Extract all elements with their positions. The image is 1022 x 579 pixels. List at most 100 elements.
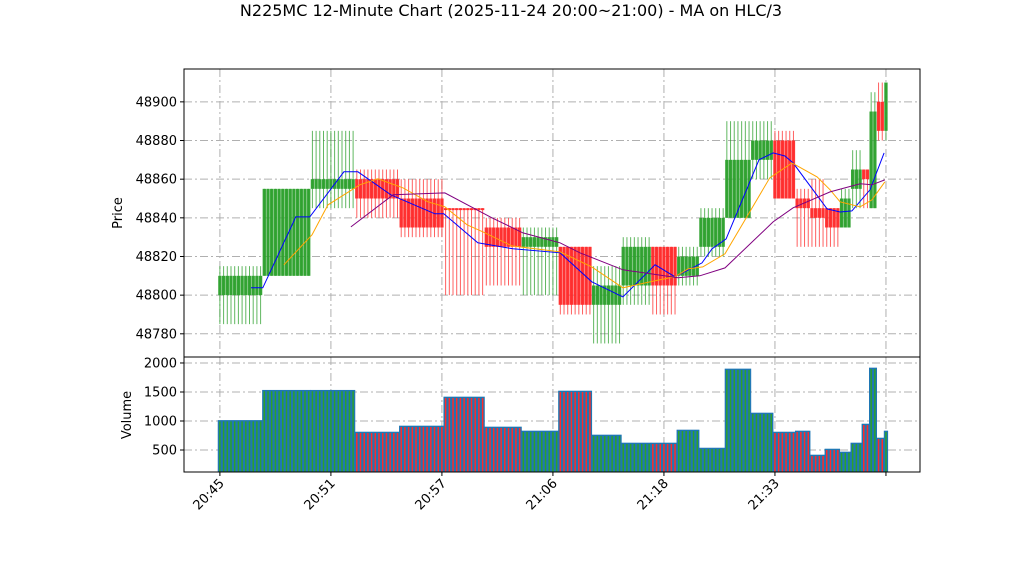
volume-row-mark (659, 443, 661, 472)
volume-row-mark (818, 455, 821, 472)
candle-body (429, 198, 433, 228)
candle-body (443, 208, 448, 211)
volume-row-mark (589, 392, 591, 472)
candle-body (451, 208, 455, 211)
candle-body (395, 179, 400, 199)
volume-row-mark (585, 392, 587, 472)
volume-row-mark (237, 421, 240, 472)
candle-body (321, 179, 326, 189)
candle-body (732, 159, 736, 218)
volume-row-mark (800, 431, 802, 472)
volume-row-mark (885, 431, 887, 472)
volume-row-mark (444, 397, 447, 472)
volume-row-mark (814, 455, 817, 472)
ma_long-line (350, 179, 885, 279)
volume-row-mark (359, 433, 362, 472)
volume-row-mark (252, 421, 254, 472)
volume-row-mark (411, 426, 414, 472)
volume-row-mark (851, 443, 854, 472)
candle-body (377, 179, 381, 199)
candle-body (669, 246, 674, 286)
volume-row-mark (803, 431, 806, 472)
price-axis-label: Price (111, 197, 126, 229)
candle-body (336, 179, 340, 189)
candle-body (262, 188, 266, 276)
candle-body (521, 237, 525, 247)
volume-row-mark (563, 392, 565, 472)
volume-row-mark (826, 450, 828, 472)
candle-body (710, 217, 714, 247)
volume-row-mark (596, 435, 599, 472)
volume-row-mark (278, 391, 280, 472)
volume-row-mark (863, 425, 865, 472)
volume-row-mark (751, 413, 754, 472)
candle-body (813, 208, 818, 218)
volume-row-mark (470, 397, 473, 472)
volume-bar (750, 412, 774, 473)
volume-row-mark (774, 433, 776, 472)
volume-row-mark (404, 426, 406, 472)
candle-body (281, 188, 285, 276)
volume-row-mark (592, 435, 595, 472)
volume-row-mark (267, 391, 269, 472)
volume-row-mark (307, 391, 310, 472)
volume-row-mark (796, 431, 798, 472)
price-ytick-label: 48820 (136, 250, 177, 265)
candle-body (455, 208, 459, 211)
candle-body (839, 198, 844, 228)
candle-body (273, 188, 278, 276)
volume-row-mark (348, 391, 351, 472)
volume-row-mark (311, 391, 314, 472)
candle-body (421, 198, 426, 228)
candle-body (418, 198, 422, 228)
candle-body (862, 169, 866, 180)
candle-body (499, 227, 503, 247)
volume-row-mark (566, 392, 569, 472)
candle-body (621, 246, 625, 286)
volume-row-mark (833, 450, 835, 472)
volume-ytick-label: 1000 (144, 414, 177, 429)
volume-row-mark (256, 421, 258, 472)
candle-body (266, 188, 270, 276)
candle-body (366, 179, 370, 199)
volume-row-mark (726, 369, 728, 472)
candle-body (569, 246, 574, 305)
volume-row-mark (393, 433, 395, 472)
candle-body (584, 246, 588, 305)
candle-body (588, 246, 592, 305)
candle-body (665, 246, 670, 286)
volume-row-mark (696, 430, 698, 472)
volume-row-mark (455, 397, 458, 472)
candle-body (440, 198, 444, 228)
volume-row-mark (337, 391, 340, 472)
candle-body (347, 179, 352, 189)
volume-row-mark (293, 391, 295, 472)
candle-body (488, 227, 492, 247)
volume-row-mark (618, 435, 621, 472)
candle-body (806, 198, 810, 209)
candle-body (873, 111, 877, 209)
volume-row-mark (504, 427, 506, 472)
volume-row-mark (877, 438, 880, 472)
candle-body (543, 237, 548, 247)
candle-body (362, 179, 366, 199)
candle-body (828, 208, 833, 228)
volume-row-mark (341, 391, 343, 472)
candle-body (836, 208, 840, 228)
candle-body (736, 159, 740, 218)
candle-body (876, 101, 881, 131)
candle-body (825, 208, 829, 228)
candle-body (614, 285, 618, 305)
volume-row-mark (385, 433, 388, 472)
volume-row-mark (578, 392, 580, 472)
xtick-label: 20:51 (302, 476, 339, 513)
volume-row-mark (381, 433, 384, 472)
volume-row-mark (396, 433, 399, 472)
candle-body (310, 179, 315, 189)
volume-row-mark (644, 443, 647, 472)
price-ytick-label: 48880 (136, 134, 177, 149)
volume-row-mark (370, 433, 373, 472)
candle-body (773, 140, 777, 199)
volume-row-mark (785, 433, 787, 472)
